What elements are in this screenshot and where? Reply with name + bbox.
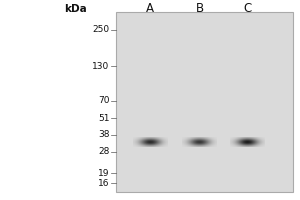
- Text: C: C: [243, 2, 252, 16]
- Text: 250: 250: [92, 25, 110, 34]
- Text: 130: 130: [92, 62, 110, 71]
- Text: B: B: [195, 2, 204, 16]
- FancyBboxPatch shape: [116, 12, 292, 192]
- Text: 19: 19: [98, 169, 110, 178]
- Text: 51: 51: [98, 114, 110, 123]
- Text: 16: 16: [98, 178, 110, 188]
- Text: A: A: [146, 2, 154, 16]
- Text: kDa: kDa: [64, 4, 87, 14]
- Text: 28: 28: [98, 147, 110, 156]
- Text: 38: 38: [98, 130, 110, 139]
- Text: 70: 70: [98, 96, 110, 105]
